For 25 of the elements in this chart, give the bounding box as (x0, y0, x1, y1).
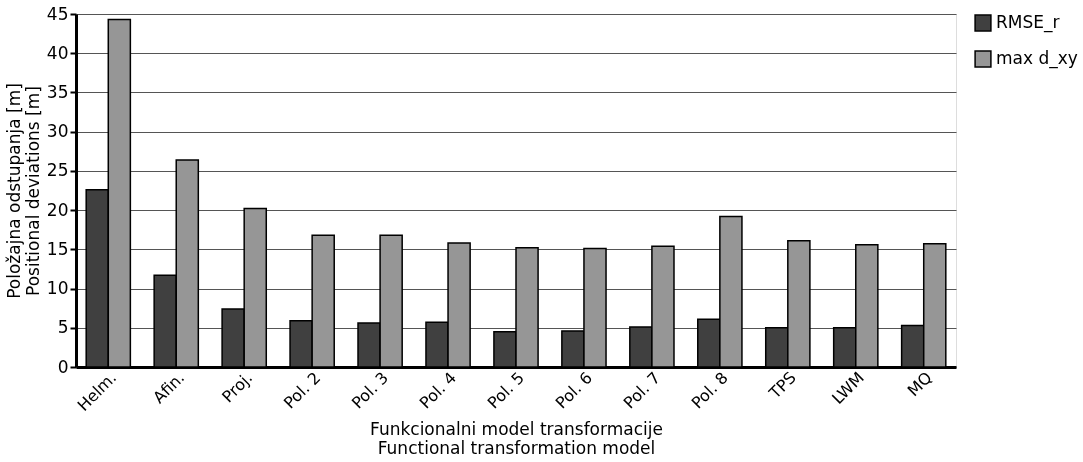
text: Funkcionalni model transformacije (370, 419, 663, 440)
x-tick-label: Pol. 6 (551, 368, 596, 413)
y-tick-label: 45 (46, 3, 69, 24)
text: Functional transformation model (377, 438, 656, 459)
x-tick-label: Pol. 2 (279, 368, 325, 413)
text: Položajna odstupanja [m] (3, 83, 24, 299)
x-tick-label: Pol. 3 (347, 368, 393, 413)
x-tick-label: Pol. 8 (687, 368, 732, 413)
x-tick-label: Pol. 7 (619, 368, 664, 413)
y-tick-label: 0 (57, 356, 69, 377)
x-tick-label: Pol. 5 (483, 368, 529, 413)
y-tick-label: 40 (46, 42, 69, 63)
y-tick-label: 10 (46, 278, 69, 299)
legend-label: RMSE_r (996, 12, 1060, 33)
x-tick-label: TPS (764, 368, 800, 404)
y-tick-label: 5 (57, 317, 69, 338)
y-tick-label: 35 (46, 81, 69, 102)
y-tick-label: 25 (46, 160, 69, 181)
y-tick-label: 15 (46, 238, 69, 259)
y-tick-label: 20 (46, 199, 69, 220)
x-tick-label: Afin. (149, 368, 189, 408)
legend-label: max d_xy (996, 48, 1078, 69)
x-tick-label: MQ (903, 368, 936, 401)
y-tick-label: 30 (46, 121, 69, 142)
x-tick-label: Pol. 4 (415, 368, 461, 413)
